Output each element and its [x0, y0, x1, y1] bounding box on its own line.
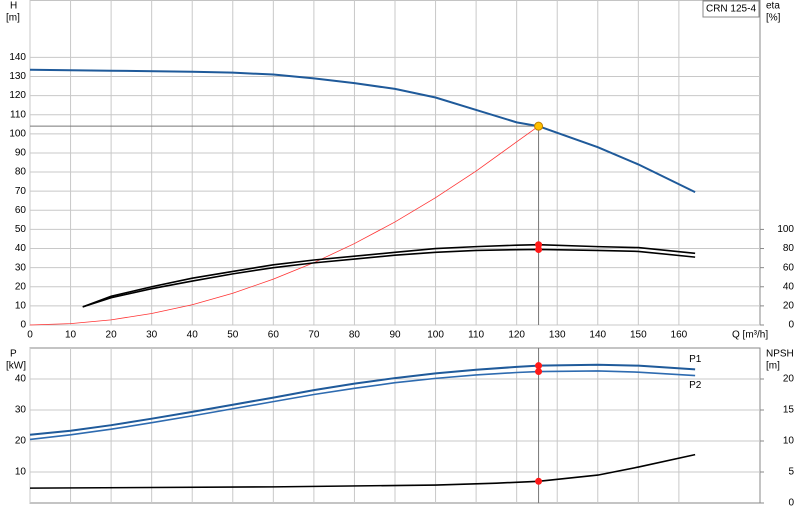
y-tick-label: 140: [9, 52, 26, 63]
x-tick-label: 70: [308, 330, 320, 341]
y-tick-label: 10: [15, 467, 27, 478]
x-tick-label: 140: [589, 330, 606, 341]
x-tick-label: 10: [65, 330, 77, 341]
y-tick-label: 90: [15, 148, 27, 159]
x-tick-label: 80: [349, 330, 361, 341]
series-line: [29, 370, 696, 441]
operating-point: [535, 362, 543, 370]
y-tick-label: 50: [15, 224, 27, 235]
x-tick-label: 40: [187, 330, 199, 341]
series-label: P2: [689, 380, 702, 391]
y-tick-label: 10: [15, 301, 27, 312]
series-line: [29, 125, 539, 326]
operating-point: [535, 368, 543, 376]
y-tick-label: 120: [9, 90, 26, 101]
y2-tick-label: 40: [783, 281, 795, 292]
series-line: [29, 363, 696, 436]
x-tick-label: 30: [146, 330, 158, 341]
y-axis-unit: [m]: [6, 13, 20, 24]
y2-tick-label: 80: [783, 243, 795, 254]
y-tick-label: 20: [15, 436, 27, 447]
y-axis-unit: [kW]: [6, 361, 26, 372]
y2-axis-label: eta: [766, 1, 780, 12]
x-tick-label: 100: [427, 330, 444, 341]
x-tick-label: 150: [630, 330, 647, 341]
y-tick-label: 100: [9, 128, 26, 139]
series-line: [29, 68, 696, 194]
series-line: [82, 243, 696, 308]
y-tick-label: 40: [15, 243, 27, 254]
y-tick-label: 20: [15, 281, 27, 292]
y-axis-label: H: [10, 1, 17, 12]
y-tick-label: 40: [15, 374, 27, 385]
y2-tick-label: 20: [783, 301, 795, 312]
y-axis-label: P: [10, 349, 17, 360]
x-tick-label: 90: [389, 330, 401, 341]
model-label: CRN 125-4: [706, 4, 756, 15]
y-tick-label: 70: [15, 186, 27, 197]
y2-tick-label: 100: [777, 224, 794, 235]
x-tick-label: 60: [268, 330, 280, 341]
y2-axis-label: NPSH: [766, 349, 794, 360]
x-tick-label: 20: [106, 330, 118, 341]
x-tick-label: 50: [227, 330, 239, 341]
y-tick-label: 30: [15, 405, 27, 416]
series-line: [29, 453, 696, 489]
x-tick-label: 160: [671, 330, 688, 341]
operating-point: [535, 477, 543, 485]
y2-tick-label: 5: [788, 467, 794, 478]
y-tick-label: 30: [15, 262, 27, 273]
x-axis-label: Q [m³/h]: [732, 330, 768, 341]
duty-point: [534, 121, 544, 131]
x-tick-label: 120: [508, 330, 525, 341]
x-tick-label: 110: [468, 330, 484, 341]
y2-tick-label: 15: [783, 405, 795, 416]
y-tick-label: 80: [15, 167, 27, 178]
y2-tick-label: 0: [788, 498, 794, 509]
operating-point: [535, 245, 543, 253]
y2-tick-label: 10: [783, 436, 795, 447]
y2-axis-unit: [m]: [766, 361, 780, 372]
y-tick-label: 60: [15, 205, 27, 216]
y2-tick-label: 0: [788, 320, 794, 331]
y2-tick-label: 60: [783, 262, 795, 273]
y-tick-label: 130: [9, 71, 26, 82]
y2-axis-unit: [%]: [766, 13, 781, 24]
x-tick-label: 0: [27, 330, 33, 341]
series-label: P1: [689, 354, 702, 365]
y2-tick-label: 20: [783, 374, 795, 385]
x-tick-label: 130: [549, 330, 566, 341]
series-line: [82, 248, 696, 308]
model-box: [702, 0, 760, 18]
y-tick-label: 0: [20, 320, 26, 331]
y-tick-label: 110: [10, 109, 26, 120]
